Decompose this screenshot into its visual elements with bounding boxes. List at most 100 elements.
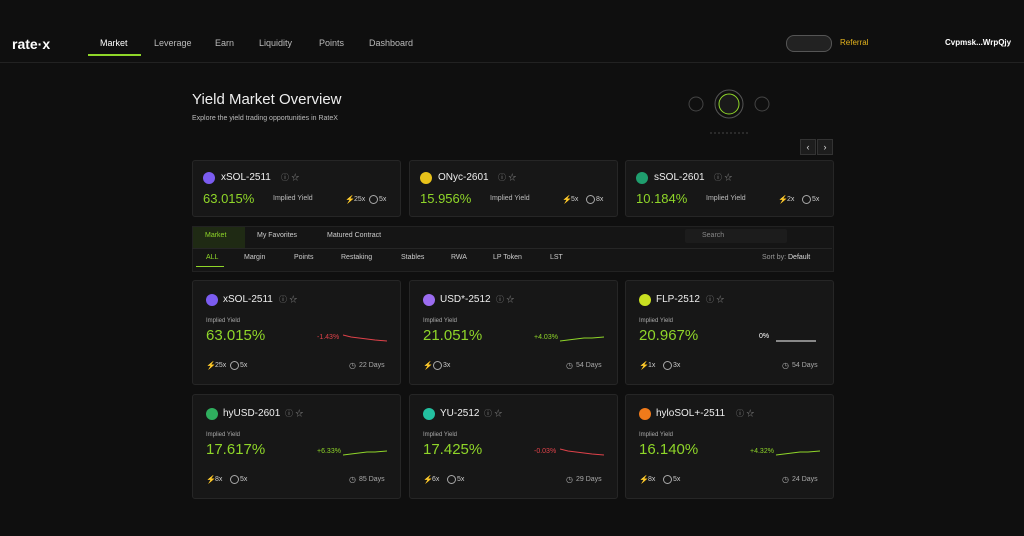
- token-name: hyUSD-2601: [223, 408, 281, 419]
- lightning-icon: ⚡: [345, 195, 355, 204]
- featured-card[interactable]: xSOL-2511 ⓘ ☆ 63.015% Implied Yield ⚡ 25x 5x: [192, 160, 401, 217]
- featured-card[interactable]: sSOL-2601 ⓘ ☆ 10.184% Implied Yield ⚡ 2x 5x: [625, 160, 834, 217]
- search-box[interactable]: [685, 229, 787, 243]
- days-left: 54 Days: [792, 362, 818, 369]
- wallet[interactable]: Cvpmsk...WrpQjy: [945, 38, 1012, 47]
- yield-change: +6.33%: [317, 448, 341, 455]
- margin-icon: [433, 361, 442, 370]
- market-card[interactable]: xSOL-2511 ⓘ ☆ Implied Yield 63.015% -1.43% ⚡ 2…: [192, 280, 401, 385]
- yield-label: Implied Yield: [639, 432, 674, 438]
- page-subtitle: Explore the yield trading opportunities …: [192, 115, 338, 122]
- header-divider: [0, 62, 1024, 63]
- tab[interactable]: Matured Contract: [327, 232, 382, 239]
- sort-value[interactable]: Default: [788, 254, 811, 261]
- logo[interactable]: rate·x: [12, 36, 51, 52]
- info-icons[interactable]: ⓘ ☆: [714, 173, 733, 182]
- margin-icon: [663, 361, 672, 370]
- filter-chip[interactable]: Points: [294, 254, 314, 261]
- tab[interactable]: Market: [205, 232, 227, 239]
- filter-underline: [196, 266, 224, 267]
- lightning-icon: ⚡: [423, 361, 433, 370]
- margin-leverage: 5x: [379, 196, 387, 203]
- leverage: 8x: [215, 476, 223, 483]
- nav-tab[interactable]: Earn: [215, 38, 235, 48]
- nav-tab[interactable]: Market: [100, 38, 128, 48]
- token-name: USD*-2512: [440, 294, 491, 305]
- search-placeholder[interactable]: Search: [702, 232, 725, 239]
- prev-button[interactable]: ‹: [800, 139, 816, 155]
- implied-yield: 17.617%: [206, 441, 266, 458]
- sort-label: Sort by:: [762, 254, 787, 261]
- nav-tab[interactable]: Liquidity: [259, 38, 293, 48]
- days-left: 24 Days: [792, 476, 818, 483]
- margin-icon: [802, 195, 811, 204]
- info-icons[interactable]: ⓘ ☆: [279, 295, 298, 304]
- panel-divider: [192, 248, 832, 249]
- token-icon: [423, 408, 435, 420]
- sparkline: [560, 336, 604, 342]
- implied-yield: 21.051%: [423, 327, 483, 344]
- filter-chip[interactable]: RWA: [451, 254, 467, 261]
- nav-active-underline: [88, 54, 141, 56]
- token-icon: [203, 172, 215, 184]
- implied-yield: 16.140%: [639, 441, 699, 458]
- market-card[interactable]: hyloSOL+-2511 ⓘ ☆ Implied Yield 16.140% +4.3…: [625, 394, 834, 499]
- token-name: xSOL-2511: [221, 172, 271, 183]
- token-name: FLP-2512: [656, 294, 700, 305]
- filter-chip[interactable]: Margin: [244, 254, 266, 261]
- leverage: 5x: [571, 196, 579, 203]
- sparkline: [343, 334, 387, 342]
- info-icons[interactable]: ⓘ ☆: [484, 409, 503, 418]
- tab[interactable]: My Favorites: [257, 232, 298, 239]
- info-icons[interactable]: ⓘ ☆: [736, 409, 755, 418]
- yield-change: +4.32%: [750, 448, 774, 455]
- lightning-icon: ⚡: [778, 195, 788, 204]
- filter-chip[interactable]: LST: [550, 254, 563, 261]
- lightning-icon: ⚡: [206, 361, 216, 370]
- market-card[interactable]: YU-2512 ⓘ ☆ Implied Yield 17.425% -0.03% ⚡ 6x 5…: [409, 394, 618, 499]
- lightning-icon: ⚡: [423, 475, 433, 484]
- info-icons[interactable]: ⓘ ☆: [498, 173, 517, 182]
- info-icons[interactable]: ⓘ ☆: [285, 409, 304, 418]
- tab-active-bg: [193, 227, 245, 248]
- referral[interactable]: Referral: [840, 38, 869, 47]
- info-icons[interactable]: ⓘ ☆: [706, 295, 725, 304]
- token-name: hyloSOL+-2511: [656, 408, 726, 419]
- margin-leverage: 5x: [240, 476, 248, 483]
- nav-tab[interactable]: Leverage: [154, 38, 192, 48]
- days-left: 29 Days: [576, 476, 602, 483]
- market-card[interactable]: FLP-2512 ⓘ ☆ Implied Yield 20.967% 0% ⚡ 1x 3x ◷ 5…: [625, 280, 834, 385]
- token-icon: [420, 172, 432, 184]
- market-card[interactable]: USD*-2512 ⓘ ☆ Implied Yield 21.051% +4.03% ⚡ 3…: [409, 280, 618, 385]
- filter-chip[interactable]: LP Token: [493, 254, 522, 261]
- yield-label: Implied Yield: [423, 432, 458, 438]
- margin-leverage: 5x: [673, 476, 681, 483]
- yield-label: Implied Yield: [423, 318, 458, 324]
- lightning-icon: ⚡: [562, 195, 572, 204]
- filter-chip[interactable]: Stables: [401, 254, 425, 261]
- nav-tab[interactable]: Dashboard: [369, 38, 414, 48]
- yield-label: Implied Yield: [206, 318, 241, 324]
- filter-chip[interactable]: ALL: [206, 254, 219, 261]
- info-icons[interactable]: ⓘ ☆: [496, 295, 515, 304]
- nav-tab[interactable]: Points: [319, 38, 345, 48]
- partner-badge: [786, 35, 832, 52]
- leverage: 2x: [787, 196, 795, 203]
- margin-leverage: 3x: [673, 362, 681, 369]
- clock-icon: ◷: [782, 361, 789, 370]
- market-card[interactable]: hyUSD-2601 ⓘ ☆ Implied Yield 17.617% +6.33% ⚡…: [192, 394, 401, 499]
- yield-change: -0.03%: [534, 448, 557, 455]
- token-name: YU-2512: [440, 408, 480, 419]
- yield-label: Implied Yield: [206, 432, 241, 438]
- yield-label: Implied Yield: [490, 195, 530, 202]
- featured-card[interactable]: ONyc-2601 ⓘ ☆ 15.956% Implied Yield ⚡ 5x 8x: [409, 160, 618, 217]
- sparkline: [776, 450, 820, 456]
- leverage: 25x: [354, 196, 366, 203]
- token-name: xSOL-2511: [223, 294, 273, 305]
- filter-chip[interactable]: Restaking: [341, 254, 373, 261]
- clock-icon: ◷: [566, 361, 573, 370]
- next-button[interactable]: ›: [817, 139, 833, 155]
- leverage: 1x: [648, 362, 656, 369]
- info-icons[interactable]: ⓘ ☆: [281, 173, 300, 182]
- leverage: 6x: [432, 476, 440, 483]
